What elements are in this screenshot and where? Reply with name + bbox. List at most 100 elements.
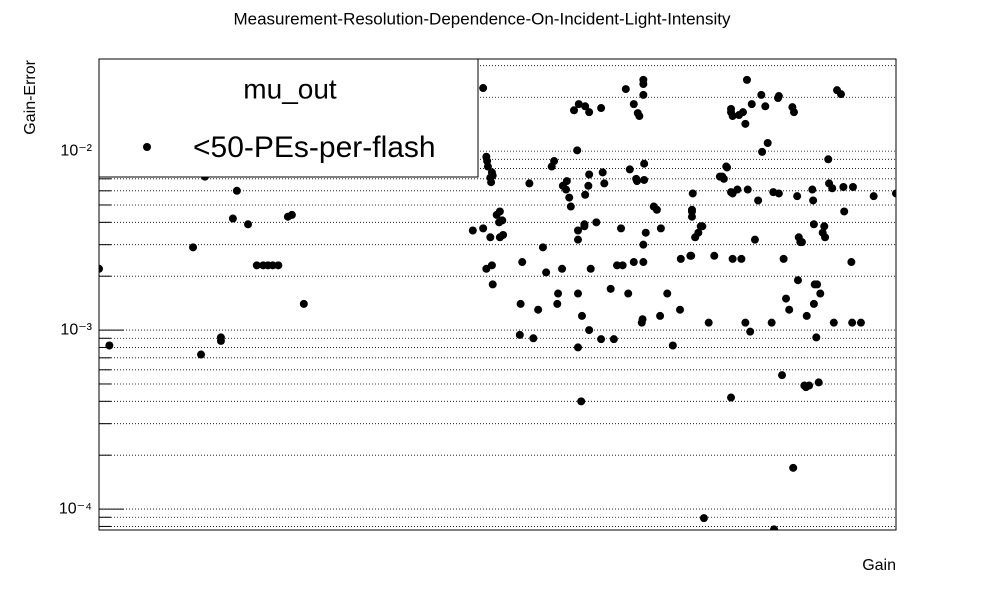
point — [733, 185, 742, 194]
point — [554, 289, 563, 298]
point — [606, 284, 615, 293]
point — [814, 378, 823, 387]
point — [639, 240, 648, 249]
point — [624, 289, 633, 298]
point — [824, 155, 833, 164]
point — [789, 108, 798, 117]
point — [483, 162, 492, 171]
point — [770, 525, 779, 530]
point — [728, 112, 737, 121]
point — [812, 333, 821, 342]
point — [228, 214, 237, 223]
point — [742, 75, 751, 84]
point — [699, 514, 708, 523]
point — [640, 175, 649, 184]
point — [597, 104, 606, 113]
point — [767, 318, 776, 327]
point — [813, 280, 822, 289]
point — [618, 261, 627, 270]
point — [839, 183, 848, 192]
point — [763, 138, 772, 147]
point — [299, 299, 308, 308]
point — [757, 90, 766, 99]
point — [580, 222, 589, 231]
point — [793, 192, 802, 201]
point — [518, 258, 527, 267]
point — [515, 330, 524, 339]
point — [581, 102, 590, 111]
point — [558, 264, 567, 273]
point — [635, 112, 644, 121]
point — [639, 90, 648, 99]
y-tick-label: 10⁻² — [60, 142, 92, 159]
point — [632, 177, 641, 186]
point — [639, 80, 648, 89]
point — [652, 205, 661, 214]
chart-title: Measurement-Resolution-Dependence-On-Inc… — [233, 9, 731, 28]
point — [829, 318, 838, 327]
point — [499, 230, 508, 239]
point — [869, 192, 878, 201]
point — [774, 189, 783, 198]
point — [197, 350, 206, 359]
point — [232, 186, 241, 195]
point — [562, 185, 571, 194]
point — [704, 318, 713, 327]
point — [746, 327, 755, 336]
point — [542, 268, 551, 277]
point — [268, 261, 277, 270]
point — [828, 184, 837, 193]
point — [584, 181, 593, 190]
point — [573, 226, 582, 235]
point — [727, 393, 736, 402]
point — [737, 254, 746, 263]
point — [848, 318, 857, 327]
point — [809, 220, 818, 229]
point — [847, 258, 856, 267]
y-axis-label: Gain-Error — [22, 59, 39, 134]
point — [816, 289, 825, 298]
point — [216, 336, 225, 345]
point — [782, 294, 791, 303]
point — [727, 104, 736, 113]
point — [553, 299, 562, 308]
point — [687, 251, 696, 260]
point — [805, 381, 814, 390]
point — [468, 226, 477, 235]
point — [728, 254, 737, 263]
point — [892, 189, 896, 198]
point — [778, 371, 787, 380]
point — [562, 177, 571, 186]
point — [573, 343, 582, 352]
point — [625, 165, 634, 174]
points — [99, 75, 896, 530]
point — [621, 85, 630, 94]
point — [598, 168, 607, 177]
point — [785, 305, 794, 314]
point — [529, 334, 538, 343]
point — [710, 251, 719, 260]
point — [577, 311, 586, 320]
point — [585, 170, 594, 179]
point — [797, 238, 806, 247]
point — [698, 222, 707, 231]
point — [287, 210, 296, 219]
point — [656, 311, 665, 320]
point — [761, 102, 770, 111]
legend-title: mu_out — [243, 73, 337, 104]
point — [592, 218, 601, 227]
point — [585, 326, 594, 335]
point — [848, 183, 857, 192]
legend: mu_out <50-PEs-per-flash — [98, 58, 479, 178]
legend-marker — [143, 143, 151, 151]
point — [585, 108, 594, 117]
point — [856, 318, 865, 327]
point — [802, 311, 811, 320]
point — [750, 235, 759, 244]
point — [574, 100, 583, 109]
point — [743, 185, 752, 194]
point — [105, 341, 114, 350]
point — [488, 280, 497, 289]
point — [479, 224, 488, 233]
